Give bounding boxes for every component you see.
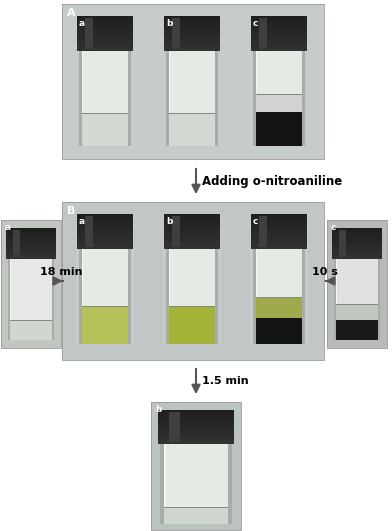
Bar: [1, 220, 61, 348]
Bar: [62, 202, 324, 360]
Text: 18 min: 18 min: [40, 267, 82, 277]
Text: 1.5 min: 1.5 min: [202, 376, 249, 387]
Text: b: b: [166, 217, 172, 226]
Text: c: c: [253, 217, 258, 226]
Text: 10 s: 10 s: [312, 267, 338, 277]
Text: B: B: [67, 206, 75, 216]
Bar: [327, 220, 387, 348]
Text: b: b: [155, 405, 162, 414]
Text: a: a: [79, 217, 85, 226]
Text: A: A: [67, 8, 76, 18]
Text: c: c: [253, 19, 258, 28]
Text: Adding o-nitroaniline: Adding o-nitroaniline: [202, 175, 342, 188]
Bar: [62, 4, 324, 159]
Text: b: b: [166, 19, 172, 28]
Bar: [151, 402, 241, 530]
Text: c: c: [331, 223, 336, 232]
Text: a: a: [5, 223, 11, 232]
Text: a: a: [79, 19, 85, 28]
